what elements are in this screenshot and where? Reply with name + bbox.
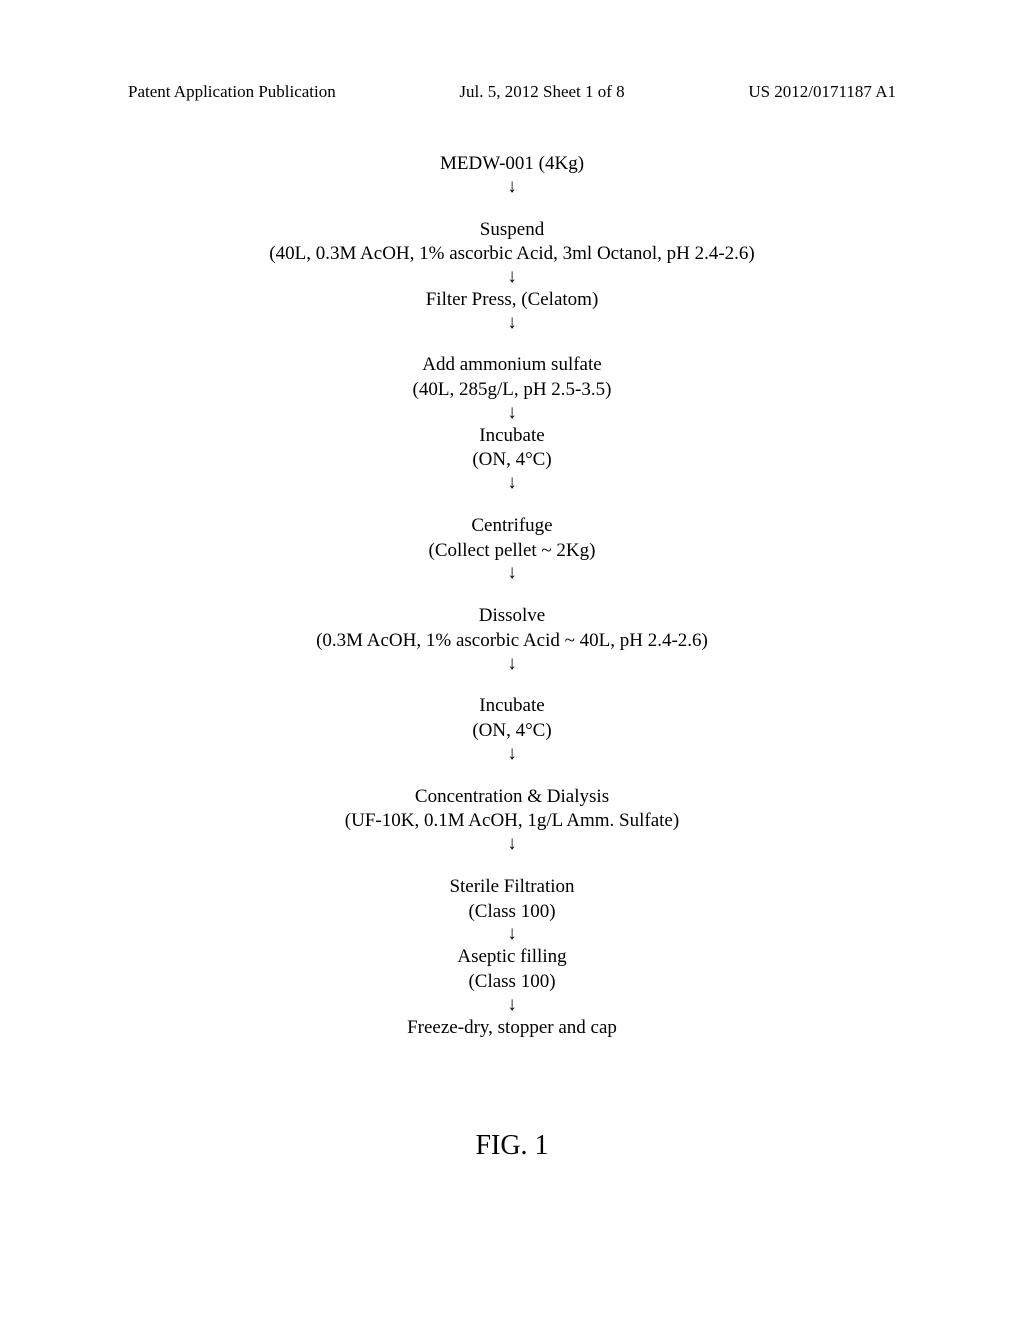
step-detail: (Collect pellet ~ 2Kg) bbox=[429, 539, 596, 564]
down-arrow-icon: ↓ bbox=[507, 924, 517, 945]
down-arrow-icon: ↓ bbox=[507, 834, 517, 855]
down-arrow-icon: ↓ bbox=[507, 995, 517, 1016]
flowchart-step: Freeze-dry, stopper and cap bbox=[407, 1016, 617, 1041]
step-detail: (0.3M AcOH, 1% ascorbic Acid ~ 40L, pH 2… bbox=[316, 629, 708, 654]
flowchart-step: Suspend (40L, 0.3M AcOH, 1% ascorbic Aci… bbox=[269, 218, 754, 267]
flowchart-container: MEDW-001 (4Kg) ↓ Suspend (40L, 0.3M AcOH… bbox=[0, 152, 1024, 1040]
step-title: Suspend bbox=[269, 218, 754, 243]
down-arrow-icon: ↓ bbox=[507, 473, 517, 494]
step-title: Dissolve bbox=[316, 604, 708, 629]
flowchart-step: Dissolve (0.3M AcOH, 1% ascorbic Acid ~ … bbox=[316, 604, 708, 653]
step-detail: (Class 100) bbox=[449, 900, 574, 925]
flowchart-step: Centrifuge (Collect pellet ~ 2Kg) bbox=[429, 514, 596, 563]
figure-label: FIG. 1 bbox=[0, 1130, 1024, 1162]
down-arrow-icon: ↓ bbox=[507, 744, 517, 765]
step-detail: (ON, 4°C) bbox=[472, 448, 551, 473]
step-title: Concentration & Dialysis bbox=[345, 785, 679, 810]
step-detail: (ON, 4°C) bbox=[472, 719, 551, 744]
step-title: MEDW-001 (4Kg) bbox=[440, 152, 584, 177]
flowchart-step: Sterile Filtration (Class 100) bbox=[449, 875, 574, 924]
step-title: Add ammonium sulfate bbox=[413, 353, 612, 378]
down-arrow-icon: ↓ bbox=[507, 177, 517, 198]
flowchart-step: Concentration & Dialysis (UF-10K, 0.1M A… bbox=[345, 785, 679, 834]
flowchart-step: Incubate (ON, 4°C) bbox=[472, 694, 551, 743]
step-title: Freeze-dry, stopper and cap bbox=[407, 1016, 617, 1041]
header-right: US 2012/0171187 A1 bbox=[748, 82, 896, 102]
flowchart-step: MEDW-001 (4Kg) bbox=[440, 152, 584, 177]
flowchart-step: Incubate (ON, 4°C) bbox=[472, 424, 551, 473]
down-arrow-icon: ↓ bbox=[507, 267, 517, 288]
step-detail: (40L, 285g/L, pH 2.5-3.5) bbox=[413, 378, 612, 403]
down-arrow-icon: ↓ bbox=[507, 654, 517, 675]
down-arrow-icon: ↓ bbox=[507, 313, 517, 334]
step-detail: (UF-10K, 0.1M AcOH, 1g/L Amm. Sulfate) bbox=[345, 809, 679, 834]
step-detail: (Class 100) bbox=[457, 970, 566, 995]
step-title: Incubate bbox=[472, 424, 551, 449]
step-title: Incubate bbox=[472, 694, 551, 719]
step-title: Aseptic filling bbox=[457, 945, 566, 970]
flowchart-step: Aseptic filling (Class 100) bbox=[457, 945, 566, 994]
down-arrow-icon: ↓ bbox=[507, 563, 517, 584]
down-arrow-icon: ↓ bbox=[507, 403, 517, 424]
flowchart-step: Filter Press, (Celatom) bbox=[426, 288, 599, 313]
header-left: Patent Application Publication bbox=[128, 82, 336, 102]
step-title: Sterile Filtration bbox=[449, 875, 574, 900]
flowchart-step: Add ammonium sulfate (40L, 285g/L, pH 2.… bbox=[413, 353, 612, 402]
step-title: Filter Press, (Celatom) bbox=[426, 288, 599, 313]
page-header: Patent Application Publication Jul. 5, 2… bbox=[0, 0, 1024, 102]
step-detail: (40L, 0.3M AcOH, 1% ascorbic Acid, 3ml O… bbox=[269, 242, 754, 267]
step-title: Centrifuge bbox=[429, 514, 596, 539]
header-center: Jul. 5, 2012 Sheet 1 of 8 bbox=[459, 82, 624, 102]
